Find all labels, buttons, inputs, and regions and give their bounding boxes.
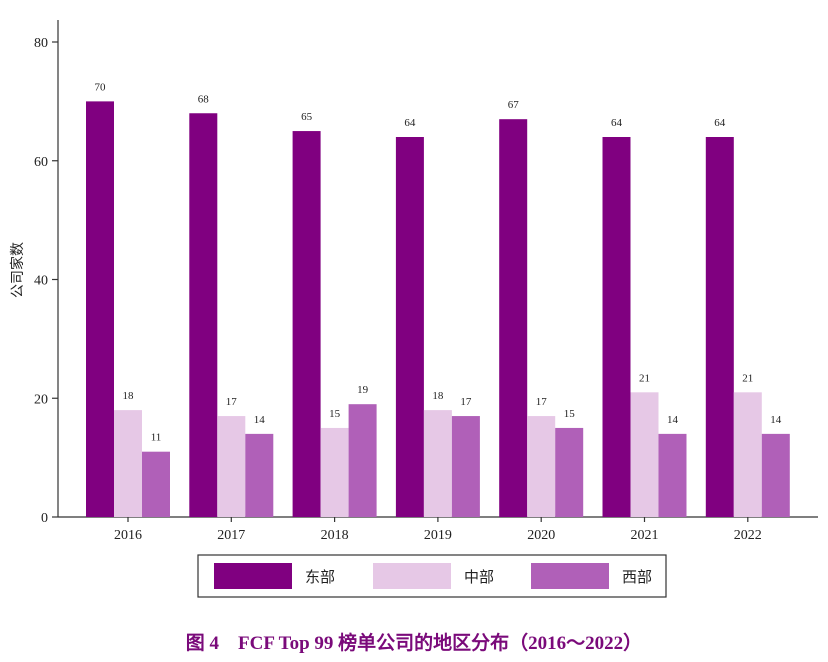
y-tick-label: 40 — [34, 274, 48, 289]
bar — [705, 137, 734, 517]
y-tick-label: 80 — [34, 36, 48, 51]
legend: 东部 中部 西部 — [197, 554, 667, 598]
legend-swatch — [531, 563, 609, 589]
y-tick-label: 20 — [34, 392, 48, 407]
data-label: 17 — [460, 396, 472, 408]
data-label: 11 — [151, 432, 162, 444]
bar — [423, 410, 452, 517]
data-label: 17 — [536, 396, 548, 408]
data-label: 15 — [564, 408, 576, 420]
bar — [320, 427, 349, 517]
data-label: 15 — [329, 408, 341, 420]
bar — [395, 137, 424, 517]
data-label: 68 — [198, 93, 210, 105]
data-label: 64 — [404, 117, 416, 129]
bars — [86, 101, 790, 517]
bar-chart: 0 20 40 60 80 2016 2017 2018 2019 2020 2021 2022 70… — [9, 20, 818, 598]
data-label: 14 — [254, 414, 266, 426]
bar — [142, 451, 170, 517]
y-tick-label: 60 — [34, 155, 48, 170]
x-tick-label: 2022 — [734, 528, 762, 543]
data-label: 17 — [226, 396, 238, 408]
x-tick-label: 2016 — [114, 528, 142, 543]
bar — [114, 410, 142, 517]
data-label: 18 — [432, 390, 444, 402]
data-label: 19 — [357, 384, 369, 396]
bar — [189, 113, 218, 517]
y-axis-title: 公司家数 — [9, 242, 26, 298]
bar — [602, 137, 631, 517]
bar — [451, 416, 480, 517]
bar — [761, 433, 790, 517]
bar — [555, 427, 584, 517]
data-label: 14 — [667, 414, 679, 426]
bar — [245, 433, 274, 517]
data-label: 70 — [95, 81, 107, 93]
legend-swatch — [214, 563, 292, 589]
y-tick-label: 0 — [41, 511, 48, 526]
data-label: 64 — [714, 117, 726, 129]
x-tick-label: 2021 — [631, 528, 659, 543]
x-tick-label: 2018 — [321, 528, 349, 543]
bar — [527, 416, 556, 517]
data-label: 21 — [742, 372, 753, 384]
data-label: 18 — [123, 390, 135, 402]
data-label: 65 — [301, 111, 313, 123]
axes: 0 20 40 60 80 2016 2017 2018 2019 2020 2021 2022 — [34, 20, 818, 543]
x-tick-label: 2017 — [217, 528, 245, 543]
x-tick-label: 2019 — [424, 528, 452, 543]
bar — [630, 392, 659, 517]
bar — [348, 404, 377, 517]
bar — [733, 392, 762, 517]
figure-caption: 图 4 FCF Top 99 榜单公司的地区分布（2016～2022） — [185, 633, 643, 654]
bar — [217, 416, 246, 517]
x-tick-label: 2020 — [527, 528, 555, 543]
bar — [499, 119, 528, 517]
legend-label: 东部 — [305, 568, 335, 586]
bar — [86, 101, 114, 517]
bar — [292, 131, 321, 517]
data-label: 67 — [508, 99, 520, 111]
data-label: 64 — [611, 117, 623, 129]
data-label: 14 — [770, 414, 782, 426]
bar — [658, 433, 687, 517]
data-labels: 70 18 11 68 17 14 65 15 19 64 18 17 67 17 15 64 21 14 64 21… — [95, 81, 782, 443]
data-label: 21 — [639, 372, 650, 384]
legend-swatch — [373, 563, 451, 589]
legend-label: 西部 — [622, 568, 652, 586]
legend-label: 中部 — [464, 568, 494, 586]
